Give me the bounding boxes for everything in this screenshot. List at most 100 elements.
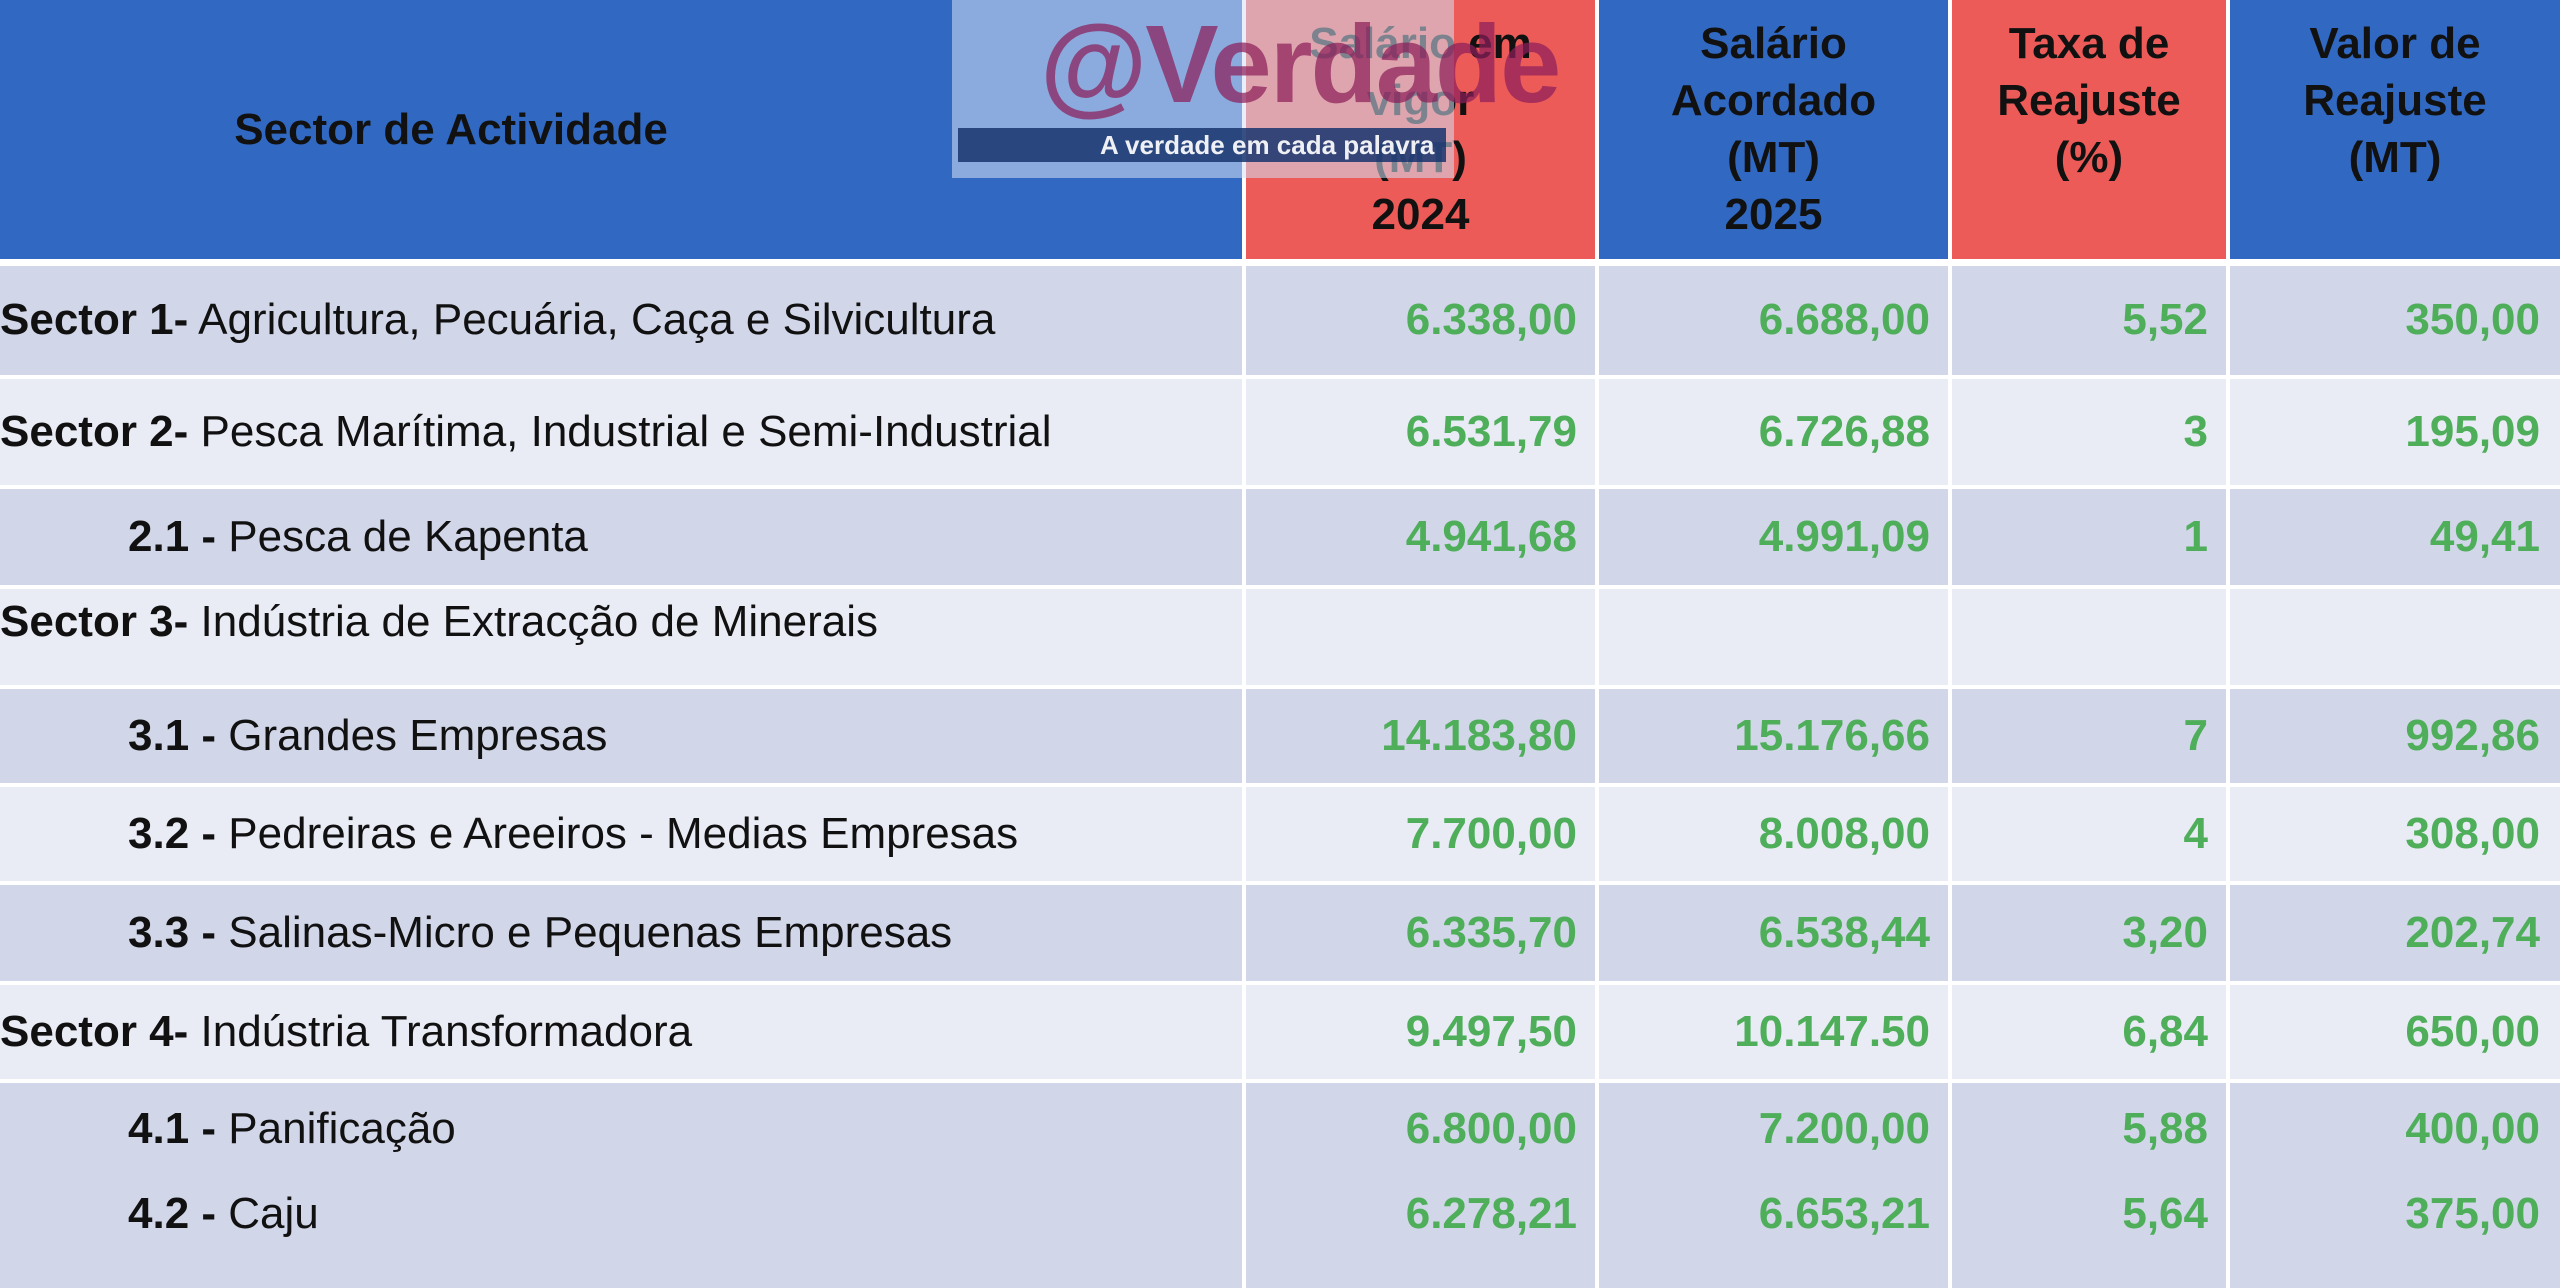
sector-code: Sector 2- [0,407,189,456]
table-row-sector-1: Sector 1- Agricultura, Pecuária, Caça e … [0,262,2560,379]
agreed-wage-cell: 8.008,00 [1597,785,1952,885]
sector-name: Pesca Marítima, Industrial e Semi-Indust… [188,407,1052,456]
current-wage-cell: 6.531,79 [1244,377,1599,489]
header-adjust-rate-line: Reajuste [1997,76,2181,126]
header-adjust-value-line: Reajuste [2303,76,2487,126]
agreed-wage-cell: 6.688,00 [1597,262,1952,379]
header-agreed-wage-line: 2025 [1724,190,1823,240]
adjust-value-cell: 350,00 [2228,262,2560,379]
agreed-wage-cell: 15.176,66 [1597,687,1952,787]
agreed-wage-cell: 7.200,00 [1597,1081,1952,1175]
current-wage-cell: 6.800,00 [1244,1081,1599,1175]
header-adjust-rate-line: Taxa de [2008,19,2170,69]
agreed-wage-cell: 10.147.50 [1597,983,1952,1083]
adjust-value-cell: 650,00 [2228,983,2560,1083]
adjust-rate-cell: 5,52 [1950,262,2230,379]
adjust-value-cell: 400,00 [2228,1081,2560,1175]
adjust-value-cell: 49,41 [2228,487,2560,589]
adjust-rate-cell: 3 [1950,377,2230,489]
sector-name: Indústria de Extracção de Minerais [188,597,878,646]
sector-code: Sector 1- [0,295,189,345]
subsector-code: 4.1 - [128,1104,229,1153]
adjust-value-cell: 308,00 [2228,785,2560,885]
subsector-name: Caju [228,1189,319,1238]
header-agreed-wage-line: (MT) [1727,133,1820,183]
header-agreed-wage: Salário Acordado (MT) 2025 [1597,0,1952,266]
table-row-sub-2-1: 2.1 - Pesca de Kapenta 4.941,68 4.991,09… [0,487,2560,589]
header-adjust-value: Valor de Reajuste (MT) . [2228,0,2560,266]
header-adjust-rate: Taxa de Reajuste (%) . [1950,0,2230,266]
adjust-rate-cell: 3,20 [1950,883,2230,985]
header-row: Sector de Actividade Salário em vigor (M… [0,0,2560,266]
adjust-rate-cell: 5,88 [1950,1081,2230,1175]
header-agreed-wage-line: Salário [1700,19,1847,69]
current-wage-cell: 9.497,50 [1244,983,1599,1083]
sector-label: Sector 3- Indústria de Extracção de Mine… [0,587,1246,689]
subsector-label: 3.2 - Pedreiras e Areeiros - Medias Empr… [0,785,1246,885]
header-current-wage-line: (MT) [1374,133,1467,183]
subsector-code: 3.2 - [128,809,229,858]
table-row-sector-3: Sector 3- Indústria de Extracção de Mine… [0,587,2560,689]
adjust-rate-cell: 6,84 [1950,983,2230,1083]
agreed-wage-cell: 4.991,09 [1597,487,1952,589]
current-wage-cell: 6.335,70 [1244,883,1599,985]
subsector-name: Pesca de Kapenta [228,512,588,561]
adjust-rate-cell: 1 [1950,487,2230,589]
subsector-name: Panificação [228,1104,456,1153]
current-wage-cell [1244,587,1599,689]
table-row-sub-4-2: 4.2 - Caju 6.278,21 6.653,21 5,64 375,00 [0,1175,2560,1288]
sector-label: Sector 1- Agricultura, Pecuária, Caça e … [0,262,1246,379]
header-current-wage: Salário em vigor (MT) 2024 [1244,0,1599,266]
subsector-label: 3.1 - Grandes Empresas [0,687,1246,787]
subsector-name: Grandes Empresas [228,711,608,760]
subsector-name: Pedreiras e Areeiros - Medias Empresas [228,809,1019,858]
subsector-label: 3.3 - Salinas-Micro e Pequenas Empresas [0,883,1246,985]
header-adjust-value-line: Valor de [2309,19,2481,69]
subsector-code: 4.2 - [128,1189,229,1238]
subsector-code: 3.3 - [128,908,229,957]
header-current-wage-line: vigor [1366,76,1475,126]
sector-label: Sector 4- Indústria Transformadora [0,983,1246,1083]
adjust-rate-cell: 4 [1950,785,2230,885]
subsector-name: Salinas-Micro e Pequenas Empresas [228,908,953,957]
sector-code: Sector 3- [0,597,189,646]
current-wage-cell: 14.183,80 [1244,687,1599,787]
header-current-wage-line: 2024 [1371,190,1470,240]
adjust-rate-cell: 5,64 [1950,1175,2230,1288]
current-wage-cell: 7.700,00 [1244,785,1599,885]
subsector-label: 4.1 - Panificação [0,1081,1246,1175]
agreed-wage-cell: 6.538,44 [1597,883,1952,985]
sector-name: Agricultura, Pecuária, Caça e Silvicultu… [188,295,996,345]
agreed-wage-cell: 6.653,21 [1597,1175,1952,1288]
header-sector: Sector de Actividade [0,0,1246,266]
agreed-wage-cell: 6.726,88 [1597,377,1952,489]
subsector-label: 2.1 - Pesca de Kapenta [0,487,1246,589]
adjust-value-cell: 375,00 [2228,1175,2560,1288]
adjust-rate-cell: 7 [1950,687,2230,787]
sector-label: Sector 2- Pesca Marítima, Industrial e S… [0,377,1246,489]
header-agreed-wage-line: Acordado [1670,76,1877,126]
table-row-sector-2: Sector 2- Pesca Marítima, Industrial e S… [0,377,2560,489]
header-adjust-rate-line: (%) [2054,133,2124,183]
adjust-value-cell: 992,86 [2228,687,2560,787]
sector-code: Sector 4- [0,1007,189,1056]
header-sector-label: Sector de Actividade [234,104,668,154]
table-row-sub-3-1: 3.1 - Grandes Empresas 14.183,80 15.176,… [0,687,2560,787]
adjust-rate-cell [1950,587,2230,689]
subsector-code: 2.1 - [128,512,229,561]
adjust-value-cell: 202,74 [2228,883,2560,985]
header-adjust-value-line: (MT) [2348,133,2442,183]
table-row-sub-4-1: 4.1 - Panificação 6.800,00 7.200,00 5,88… [0,1081,2560,1175]
subsector-code: 3.1 - [128,711,229,760]
adjust-value-cell [2228,587,2560,689]
current-wage-cell: 4.941,68 [1244,487,1599,589]
agreed-wage-cell [1597,587,1952,689]
sector-name: Indústria Transformadora [188,1007,693,1056]
header-current-wage-line: Salário em [1309,19,1532,69]
subsector-label: 4.2 - Caju [0,1175,1246,1288]
table-row-sector-4: Sector 4- Indústria Transformadora 9.497… [0,983,2560,1083]
current-wage-cell: 6.338,00 [1244,262,1599,379]
table-row-sub-3-3: 3.3 - Salinas-Micro e Pequenas Empresas … [0,883,2560,985]
table-row-sub-3-2: 3.2 - Pedreiras e Areeiros - Medias Empr… [0,785,2560,885]
